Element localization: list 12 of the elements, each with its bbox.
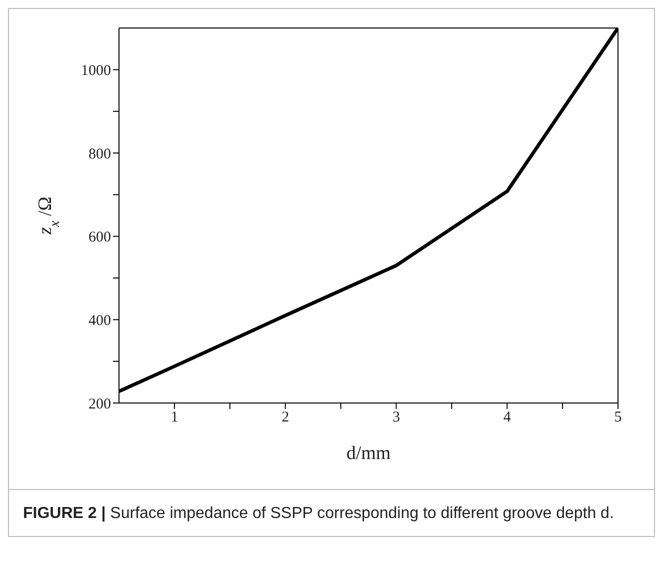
caption: FIGURE 2 | Surface impedance of SSPP corresponding to different groove depth d. (23, 505, 614, 522)
y-tick-label: 800 (88, 146, 111, 162)
x-axis-title: d/mm (346, 443, 391, 464)
y-tick-label: 600 (88, 230, 111, 246)
x-tick-label: 3 (392, 410, 400, 426)
y-tick-label: 1000 (81, 62, 111, 79)
x-tick-label: 1 (170, 410, 178, 426)
x-tick-label: 2 (282, 410, 290, 426)
x-tick-label: 4 (503, 410, 512, 426)
y-tick-label: 400 (88, 312, 111, 329)
x-tick-label: 5 (614, 410, 622, 426)
y-tick-label: 200 (88, 396, 111, 412)
